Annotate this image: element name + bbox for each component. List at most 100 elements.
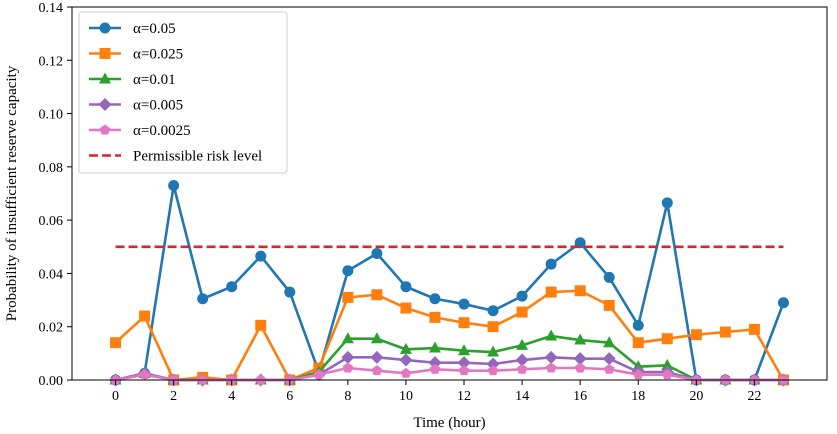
data-point [690,329,702,341]
data-point [428,341,441,353]
data-point [486,357,500,371]
data-point [487,305,499,317]
x-tick-label: 4 [228,389,235,404]
plot-frame [71,6,828,381]
legend-label: Permissible risk level [133,149,262,165]
legend-item: Permissible risk level [89,149,262,165]
x-tick-label: 0 [112,389,119,404]
data-point [341,350,355,364]
data-point [400,302,412,314]
data-point [429,363,441,374]
data-point [691,374,702,385]
legend-box [78,11,288,174]
data-point [777,297,789,309]
data-point [487,345,500,357]
y-axis: 0.00 0.02 0.04 0.06 0.08 0.10 0.12 0.14 [39,1,72,389]
y-tick-label: 0.10 [39,108,64,123]
data-point [545,258,557,270]
legend-item: α=0.025 [89,47,183,63]
legend-marker [99,124,111,135]
data-point [399,353,413,367]
legend-label: α=0.01 [133,72,176,88]
legend-item: α=0.0025 [89,123,191,139]
data-point [168,180,180,192]
data-point [603,336,616,348]
data-point [748,323,760,335]
data-point [516,290,528,302]
data-point [371,247,383,259]
series-5 [110,362,789,385]
data-point [487,321,499,333]
legend-item: α=0.005 [89,98,183,114]
data-point [574,333,587,345]
y-tick-label: 0.00 [39,374,64,389]
y-axis-label: Probability of insufficient reserve capa… [4,65,20,321]
legend-label: α=0.025 [133,47,183,63]
data-point [400,367,412,378]
data-point [545,286,557,298]
legend-label: α=0.05 [133,21,176,37]
data-point [633,369,644,380]
legend-marker [99,22,111,34]
data-point [603,271,615,283]
data-point [342,291,354,303]
y-tick-label: 0.12 [39,54,64,69]
data-point [573,352,587,366]
data-point [371,365,383,376]
data-point [544,350,558,364]
legend: α=0.05 α=0.025 α=0.01 α=0.005 α=0.0025 Permis… [78,11,288,174]
data-point [632,337,644,349]
data-point [197,374,208,385]
data-point [516,338,529,350]
data-point [168,374,179,385]
x-axis: 0 2 4 6 8 10 12 14 16 18 20 22 [112,380,761,404]
data-point [458,298,470,310]
data-point [429,293,441,305]
data-point [603,363,615,374]
x-tick-label: 12 [457,389,471,404]
data-point [719,326,731,338]
x-tick-label: 16 [573,389,587,404]
data-point [313,369,325,380]
data-point [515,353,529,367]
data-point [661,333,673,345]
data-point [487,365,499,376]
legend-label: α=0.005 [133,98,183,114]
data-point [458,365,470,376]
data-point [255,250,267,262]
data-point [574,362,586,373]
data-point [516,306,528,318]
legend-marker [99,72,111,84]
data-point [662,369,673,380]
y-tick-label: 0.14 [39,1,64,16]
data-point [516,363,528,374]
data-point [255,319,267,331]
data-point [661,358,674,370]
x-tick-label: 2 [170,389,177,404]
x-tick-label: 8 [344,389,351,404]
data-point [226,374,237,385]
data-point [632,319,644,331]
data-point [284,286,296,298]
series-layer [109,180,790,387]
data-point [428,356,442,370]
data-point [370,332,383,344]
data-point [545,362,557,373]
data-point [603,299,615,311]
data-point [778,374,789,385]
data-point [545,329,558,341]
x-tick-label: 20 [689,389,703,404]
data-point [284,374,296,385]
data-point [458,344,471,356]
y-tick-label: 0.06 [39,214,64,229]
y-tick-label: 0.02 [39,321,64,336]
data-point [574,285,586,297]
x-tick-label: 10 [399,389,413,404]
data-point [720,374,731,385]
data-point [370,350,384,364]
data-point [139,310,151,322]
legend-marker [99,48,111,59]
data-point [226,281,238,293]
legend-item: α=0.01 [89,72,176,88]
